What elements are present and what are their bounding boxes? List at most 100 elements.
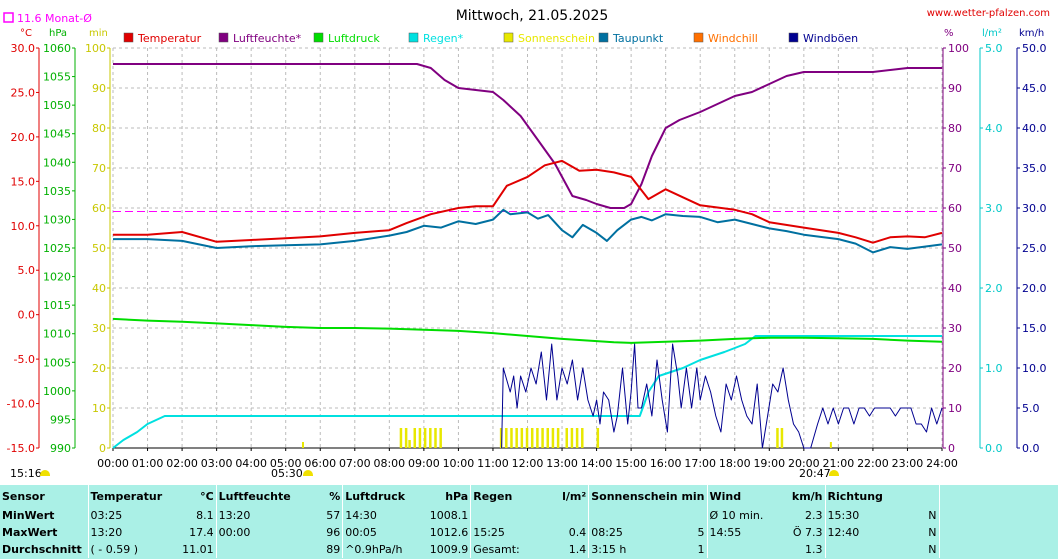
humidity-axis-tick-label: 10 xyxy=(948,402,962,415)
x-tick-label: 11:00 xyxy=(477,457,509,470)
min-rain-value xyxy=(537,507,589,524)
max-hum-time: 00:00 xyxy=(215,524,293,541)
wind-axis-tick-label: 5.0 xyxy=(1022,402,1040,415)
rain-axis-tick-label: 5.0 xyxy=(985,42,1003,55)
sunshine-bar xyxy=(423,428,427,448)
x-tick-label: 15:00 xyxy=(615,457,647,470)
avg-dir-time xyxy=(824,541,890,558)
pressure-axis-tick-label: 1010 xyxy=(43,328,71,341)
x-tick-label: 02:00 xyxy=(166,457,198,470)
legend-label: Sonnenschein xyxy=(518,32,595,45)
hdr-rain-unit: l/m² xyxy=(562,489,587,503)
current-time: 15:16 xyxy=(10,467,42,480)
avg-wind-time xyxy=(706,541,780,558)
legend-swatch xyxy=(503,32,514,43)
humidity-axis-tick-label: 50 xyxy=(948,242,962,255)
hdr-sensor: Sensor xyxy=(2,489,45,503)
wind-axis-tick-label: 15.0 xyxy=(1022,322,1047,335)
sunrise-marker xyxy=(301,442,304,448)
unit-wind: km/h xyxy=(1019,28,1044,39)
humidity-axis-tick-label: 80 xyxy=(948,122,962,135)
sunshine-bar xyxy=(413,428,417,448)
humidity-axis-tick-label: 100 xyxy=(948,42,969,55)
pressure-axis-tick-label: 1030 xyxy=(43,213,71,226)
x-tick-label: 00:00 xyxy=(97,457,129,470)
legend: Temperatur Luftfeuchte* Luftdruck Regen* Son… xyxy=(123,32,858,45)
x-tick-label: 07:00 xyxy=(339,457,371,470)
avg-temp-change: ( - 0.59 ) xyxy=(87,541,165,558)
hdr-rain: Regen xyxy=(470,485,537,507)
unit-press: hPa xyxy=(49,28,67,39)
sunshine-axis-tick-label: 20 xyxy=(92,362,106,375)
row-label: MaxWert xyxy=(2,526,58,539)
avg-temp-value: 11.01 xyxy=(182,543,214,556)
x-tick-label: 03:00 xyxy=(201,457,233,470)
hdr-press-unit: hPa xyxy=(445,489,469,503)
pressure-axis-tick-label: 1040 xyxy=(43,156,71,169)
sunshine-axis-tick-label: 80 xyxy=(92,122,106,135)
weather-chart: Mittwoch, 21.05.2025 www.wetter-pfalzen.… xyxy=(3,8,1050,480)
sunshine-bar xyxy=(408,440,411,448)
pressure-axis-tick-label: 990 xyxy=(50,442,71,455)
x-tick-label: 17:00 xyxy=(684,457,716,470)
x-tick-label: 24:00 xyxy=(926,457,958,470)
row-label: MinWert xyxy=(2,509,55,522)
avg-press-trend: ^0.9hPa/h xyxy=(342,541,417,558)
sunshine-bar xyxy=(581,428,584,448)
x-tick-label: 20:00 xyxy=(788,457,820,470)
sunshine-bar xyxy=(434,428,437,448)
max-wind-time: 14:55 xyxy=(706,524,780,541)
max-sun-value: 5 xyxy=(697,526,705,539)
x-tick-label: 23:00 xyxy=(892,457,924,470)
series-line-luftdruck xyxy=(112,317,943,344)
statistics-panel: Sensor Temperatur °C Luftfeuchte % Luftd… xyxy=(0,485,1058,559)
hdr-hum: Luftfeuchte xyxy=(215,485,293,507)
unit-sun: min xyxy=(89,28,108,39)
sunshine-bar xyxy=(780,428,784,448)
pressure-axis-tick-label: 1015 xyxy=(43,299,71,312)
sunset-marker xyxy=(829,442,832,448)
min-hum-time: 13:20 xyxy=(215,507,293,524)
month-avg-label: 11.6 Monat-Ø xyxy=(17,12,92,25)
min-temp-time: 03:25 xyxy=(87,507,165,524)
temp-axis-tick-label: -10.0 xyxy=(7,398,35,411)
sun-total-duration: 3:15 h xyxy=(588,541,661,558)
pressure-axis-tick-label: 1055 xyxy=(43,71,71,84)
hdr-wind: Wind xyxy=(706,485,780,507)
chart-title: Mittwoch, 21.05.2025 xyxy=(456,8,609,24)
hdr-hum-unit: % xyxy=(329,489,341,503)
series-lines xyxy=(112,63,943,449)
hdr-temp: Temperatur xyxy=(87,485,165,507)
sunshine-bar xyxy=(515,428,518,448)
avg-press-value: 1009.9 xyxy=(429,543,469,556)
sun-icon xyxy=(40,470,50,476)
series-line-luftfeuchte xyxy=(113,63,942,209)
avg-dir-value: N xyxy=(928,543,937,556)
stats-row-max: MaxWert 13:20 17.4 00:00 96 00:05 1012.6… xyxy=(0,524,1058,541)
series-line-temperatur xyxy=(113,159,943,244)
unit-temp: °C xyxy=(20,28,32,39)
wind-axis-tick-label: 0.0 xyxy=(1022,442,1040,455)
stats-row-min: MinWert 03:25 8.1 13:20 57 14:30 1008.1 … xyxy=(0,507,1058,524)
sunset-icon xyxy=(829,470,839,476)
sunshine-bar xyxy=(541,428,544,448)
legend-label: Windböen xyxy=(803,32,858,45)
min-temp-value: 8.1 xyxy=(196,509,214,522)
sunshine-axis-tick-label: 0 xyxy=(99,442,106,455)
x-tick-label: 18:00 xyxy=(719,457,751,470)
min-hum-value: 57 xyxy=(326,509,341,522)
x-tick-label: 16:00 xyxy=(650,457,682,470)
pressure-axis-tick-label: 995 xyxy=(50,413,71,426)
max-temp-value: 17.4 xyxy=(189,526,214,539)
max-rain-time: 15:25 xyxy=(470,524,537,541)
max-sun-time: 08:25 xyxy=(588,524,661,541)
legend-swatch xyxy=(408,32,419,43)
pressure-axis-tick-label: 1000 xyxy=(43,385,71,398)
sunshine-bar xyxy=(418,428,422,448)
sunshine-bar xyxy=(404,428,408,448)
humidity-axis-tick-label: 90 xyxy=(948,82,962,95)
temp-axis-tick-label: -15.0 xyxy=(7,442,35,455)
pressure-axis-tick-label: 1060 xyxy=(43,42,71,55)
max-wind-value: Ö 7.3 xyxy=(792,526,823,539)
rain-axis-tick-label: 0.0 xyxy=(985,442,1003,455)
